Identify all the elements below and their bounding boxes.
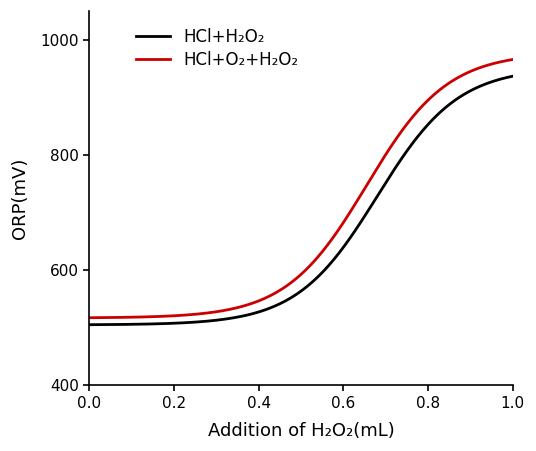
HCl+O₂+H₂O₂ <box>500 59 506 64</box>
HCl+H₂O₂ <box>315 274 322 279</box>
HCl+H₂O₂ <box>289 294 296 299</box>
HCl+H₂O₂ <box>86 322 92 327</box>
HCl+H₂O₂ <box>287 295 294 301</box>
HCl+H₂O₂ <box>500 76 506 81</box>
Y-axis label: ORP(mV): ORP(mV) <box>11 157 29 239</box>
X-axis label: Addition of H₂O₂(mL): Addition of H₂O₂(mL) <box>207 422 394 440</box>
Line: HCl+O₂+H₂O₂: HCl+O₂+H₂O₂ <box>89 60 513 318</box>
HCl+H₂O₂ <box>433 113 440 119</box>
Line: HCl+H₂O₂: HCl+H₂O₂ <box>89 76 513 325</box>
HCl+O₂+H₂O₂ <box>315 253 322 259</box>
Legend: HCl+H₂O₂, HCl+O₂+H₂O₂: HCl+H₂O₂, HCl+O₂+H₂O₂ <box>131 23 303 74</box>
HCl+O₂+H₂O₂ <box>510 57 516 62</box>
HCl+O₂+H₂O₂ <box>287 281 294 286</box>
HCl+O₂+H₂O₂ <box>338 223 345 228</box>
HCl+O₂+H₂O₂ <box>86 315 92 320</box>
HCl+H₂O₂ <box>338 247 345 253</box>
HCl+O₂+H₂O₂ <box>433 90 440 95</box>
HCl+H₂O₂ <box>510 74 516 79</box>
HCl+O₂+H₂O₂ <box>289 279 296 284</box>
